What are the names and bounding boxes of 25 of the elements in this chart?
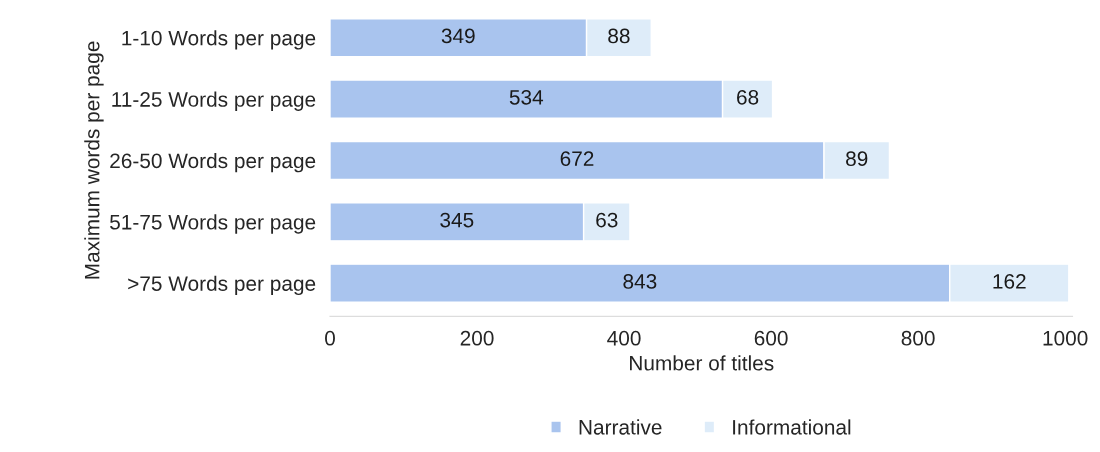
data-label: 534 — [509, 89, 544, 105]
data-label: 672 — [560, 151, 594, 167]
x-tick-label: 200 — [460, 330, 494, 346]
y-tick-label: 26-50 Words per page — [110, 152, 316, 173]
x-tick-label: 1000 — [1043, 330, 1088, 346]
y-tick-label: >75 Words per page — [128, 275, 316, 296]
data-label: 89 — [846, 151, 868, 167]
x-tick-label: 0 — [325, 330, 335, 346]
y-tick-label: 11-25 Words per page — [112, 91, 316, 111]
data-label: 843 — [623, 274, 657, 289]
x-tick-label: 400 — [607, 330, 641, 346]
data-label: 345 — [440, 212, 474, 228]
y-axis-title: Maximum words per page — [84, 41, 104, 279]
x-tick-label: 600 — [754, 330, 788, 346]
data-label: 68 — [737, 89, 759, 105]
data-label: 88 — [608, 28, 630, 44]
data-label: 63 — [596, 212, 618, 228]
x-tick-label: 800 — [901, 330, 935, 346]
data-label: 349 — [441, 28, 475, 44]
y-tick-label: 51-75 Words per page — [110, 214, 316, 234]
x-axis-title: Number of titles — [630, 355, 774, 371]
legend-label: Informational — [733, 419, 851, 435]
legend-label: Narrative — [579, 419, 662, 435]
y-tick-label: 1-10 Words per page — [122, 30, 316, 50]
data-label: 162 — [993, 274, 1026, 289]
